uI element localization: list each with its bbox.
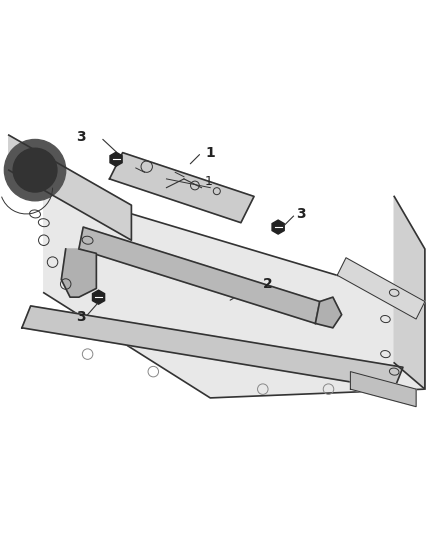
Polygon shape xyxy=(110,152,122,166)
Text: 1: 1 xyxy=(206,146,215,159)
Polygon shape xyxy=(315,297,342,328)
Polygon shape xyxy=(337,258,425,319)
Polygon shape xyxy=(79,227,320,324)
Polygon shape xyxy=(394,197,425,389)
Text: 1: 1 xyxy=(205,175,213,188)
Polygon shape xyxy=(44,188,425,398)
Polygon shape xyxy=(272,220,284,234)
Polygon shape xyxy=(350,372,416,407)
Polygon shape xyxy=(61,249,96,297)
Circle shape xyxy=(13,148,57,192)
Text: 3: 3 xyxy=(76,130,85,144)
Polygon shape xyxy=(110,152,254,223)
Polygon shape xyxy=(92,290,105,304)
Polygon shape xyxy=(22,306,403,389)
Text: 3: 3 xyxy=(296,207,305,221)
Text: 3: 3 xyxy=(76,310,85,324)
Text: 2: 2 xyxy=(263,277,272,291)
Circle shape xyxy=(4,140,66,201)
Polygon shape xyxy=(9,135,131,240)
